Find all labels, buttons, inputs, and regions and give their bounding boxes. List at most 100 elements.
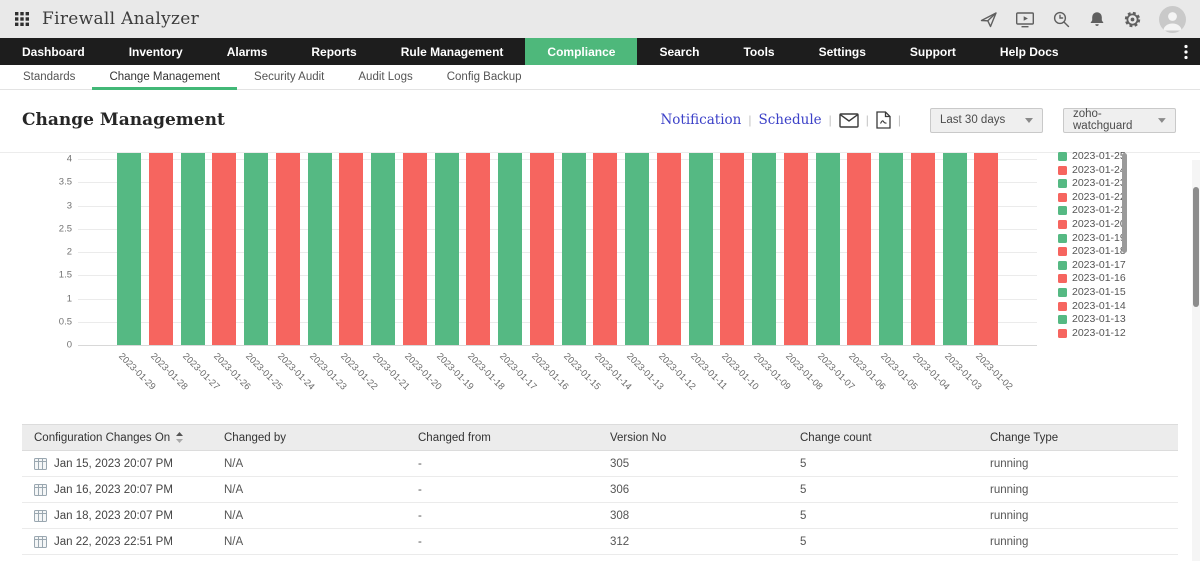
nav-item-rule-management[interactable]: Rule Management	[400, 44, 504, 59]
nav-item-help-docs[interactable]: Help Docs	[999, 44, 1059, 59]
chart-legend: 2023-01-25 2023-01-24 2023-01-23 2023-01-22…	[1058, 151, 1126, 342]
y-axis-label: 1	[66, 293, 72, 304]
chart-bar[interactable]	[561, 153, 586, 345]
nav-item-search[interactable]: Search	[659, 44, 700, 59]
changed-on-value: Jan 22, 2023 22:51 PM	[54, 535, 173, 548]
chart-bar[interactable]	[815, 153, 840, 345]
legend-item[interactable]: 2023-01-24	[1058, 164, 1126, 175]
chart-bar[interactable]	[879, 153, 903, 345]
y-gridline	[78, 159, 1037, 160]
cell-changed-on: Jan 22, 2023 22:51 PM	[22, 535, 212, 548]
legend-item[interactable]: 2023-01-14	[1058, 300, 1126, 311]
nav-item-settings[interactable]: Settings	[818, 44, 866, 59]
chart-bar[interactable]	[783, 153, 808, 345]
legend-item[interactable]: 2023-01-21	[1058, 205, 1126, 216]
chart-bar[interactable]	[466, 153, 491, 345]
device-dropdown[interactable]: zoho-watchguard	[1063, 107, 1176, 133]
chart-bar[interactable]	[942, 153, 967, 345]
chart-bar[interactable]	[244, 153, 268, 345]
cell-changed-from: -	[418, 483, 422, 496]
chart-bar[interactable]	[847, 153, 872, 345]
nav-item-reports[interactable]: Reports	[311, 44, 357, 59]
chart-bar[interactable]	[910, 153, 935, 345]
legend-swatch	[1058, 247, 1067, 257]
cell-version-no: 312	[610, 535, 630, 548]
chart-bar[interactable]	[974, 153, 999, 345]
pdf-export-icon[interactable]	[876, 111, 891, 129]
chart-bar[interactable]	[148, 153, 173, 345]
email-icon[interactable]	[839, 112, 859, 128]
subnav-tab-standards[interactable]: Standards	[23, 71, 76, 83]
separator: |	[748, 113, 752, 127]
legend-item[interactable]: 2023-01-18	[1058, 246, 1126, 257]
nav-item-alarms[interactable]: Alarms	[226, 44, 268, 59]
chart-bar[interactable]	[688, 153, 713, 345]
nav-item-tools[interactable]: Tools	[743, 44, 775, 59]
changed-on-value: Jan 16, 2023 20:07 PM	[54, 483, 173, 496]
legend-item[interactable]: 2023-01-22	[1058, 192, 1126, 202]
chart-bar[interactable]	[371, 153, 395, 345]
subnav-tab-security-audit[interactable]: Security Audit	[254, 71, 325, 83]
legend-item[interactable]: 2023-01-13	[1058, 314, 1126, 324]
chart-bar[interactable]	[180, 153, 205, 345]
nav-item-dashboard[interactable]: Dashboard	[22, 44, 85, 59]
rocket-icon[interactable]	[979, 10, 998, 29]
separator: |	[865, 113, 869, 127]
chart-bar[interactable]	[498, 153, 522, 345]
sort-icon[interactable]	[176, 432, 184, 443]
log-search-icon[interactable]	[1052, 10, 1071, 29]
chart-bar[interactable]	[212, 153, 237, 345]
chart-bar[interactable]	[402, 153, 427, 345]
chart-bar[interactable]	[593, 153, 618, 345]
nav-item-compliance[interactable]: Compliance	[525, 38, 638, 65]
chart-bar[interactable]	[339, 153, 364, 345]
column-label: Configuration Changes On	[34, 431, 171, 444]
legend-swatch	[1058, 260, 1067, 270]
page-scrollbar-track[interactable]	[1192, 160, 1200, 561]
notification-link[interactable]: Notification	[660, 112, 742, 128]
legend-item[interactable]: 2023-01-19	[1058, 232, 1126, 243]
bell-icon[interactable]	[1088, 10, 1106, 29]
screen-demo-icon[interactable]	[1015, 10, 1035, 29]
column-label: Change count	[800, 431, 872, 444]
chart-bar[interactable]	[752, 153, 776, 345]
legend-item[interactable]: 2023-01-25	[1058, 151, 1126, 161]
chart-bar[interactable]	[656, 153, 681, 345]
y-axis-label: 3.5	[58, 176, 72, 188]
gear-icon[interactable]	[1123, 10, 1142, 29]
nav-item-inventory[interactable]: Inventory	[128, 44, 183, 59]
apps-grid-icon[interactable]	[14, 11, 30, 27]
chart-bar[interactable]	[275, 153, 300, 345]
cell-change-count: 5	[800, 483, 807, 496]
chart-bar[interactable]	[529, 153, 554, 345]
chart-bar[interactable]	[625, 153, 649, 345]
cell-version-no: 306	[610, 483, 630, 496]
schedule-link[interactable]: Schedule	[758, 112, 822, 128]
legend-item[interactable]: 2023-01-15	[1058, 287, 1126, 297]
legend-item[interactable]: 2023-01-20	[1058, 219, 1126, 229]
legend-item[interactable]: 2023-01-12	[1058, 327, 1126, 338]
user-avatar[interactable]	[1159, 5, 1186, 33]
column-label: Change Type	[990, 431, 1059, 444]
legend-item[interactable]: 2023-01-16	[1058, 273, 1126, 284]
chart-bar[interactable]	[307, 153, 332, 345]
legend-scrollbar[interactable]	[1122, 153, 1127, 253]
nav-item-support[interactable]: Support	[909, 44, 956, 59]
period-dropdown[interactable]: Last 30 days	[930, 107, 1043, 133]
legend-item[interactable]: 2023-01-17	[1058, 260, 1126, 270]
page-scrollbar-thumb[interactable]	[1193, 187, 1199, 307]
column-header-configuration-changes-on[interactable]: Configuration Changes On	[22, 432, 212, 444]
y-axis-label: 1.5	[58, 269, 72, 281]
cell-changed-from: -	[418, 509, 422, 522]
kebab-menu-icon[interactable]	[1172, 38, 1200, 65]
legend-swatch	[1058, 219, 1067, 229]
subnav-tab-change-management[interactable]: Change Management	[92, 65, 237, 90]
subnav-tab-config-backup[interactable]: Config Backup	[446, 71, 522, 83]
chart-bar[interactable]	[434, 153, 459, 345]
chart-bar[interactable]	[117, 153, 141, 345]
chart-bar[interactable]	[720, 153, 745, 345]
y-axis-label: 2	[66, 246, 72, 258]
changed-on-value: Jan 18, 2023 20:07 PM	[54, 509, 173, 522]
subnav-tab-audit-logs[interactable]: Audit Logs	[358, 71, 413, 83]
legend-item[interactable]: 2023-01-23	[1058, 178, 1126, 188]
